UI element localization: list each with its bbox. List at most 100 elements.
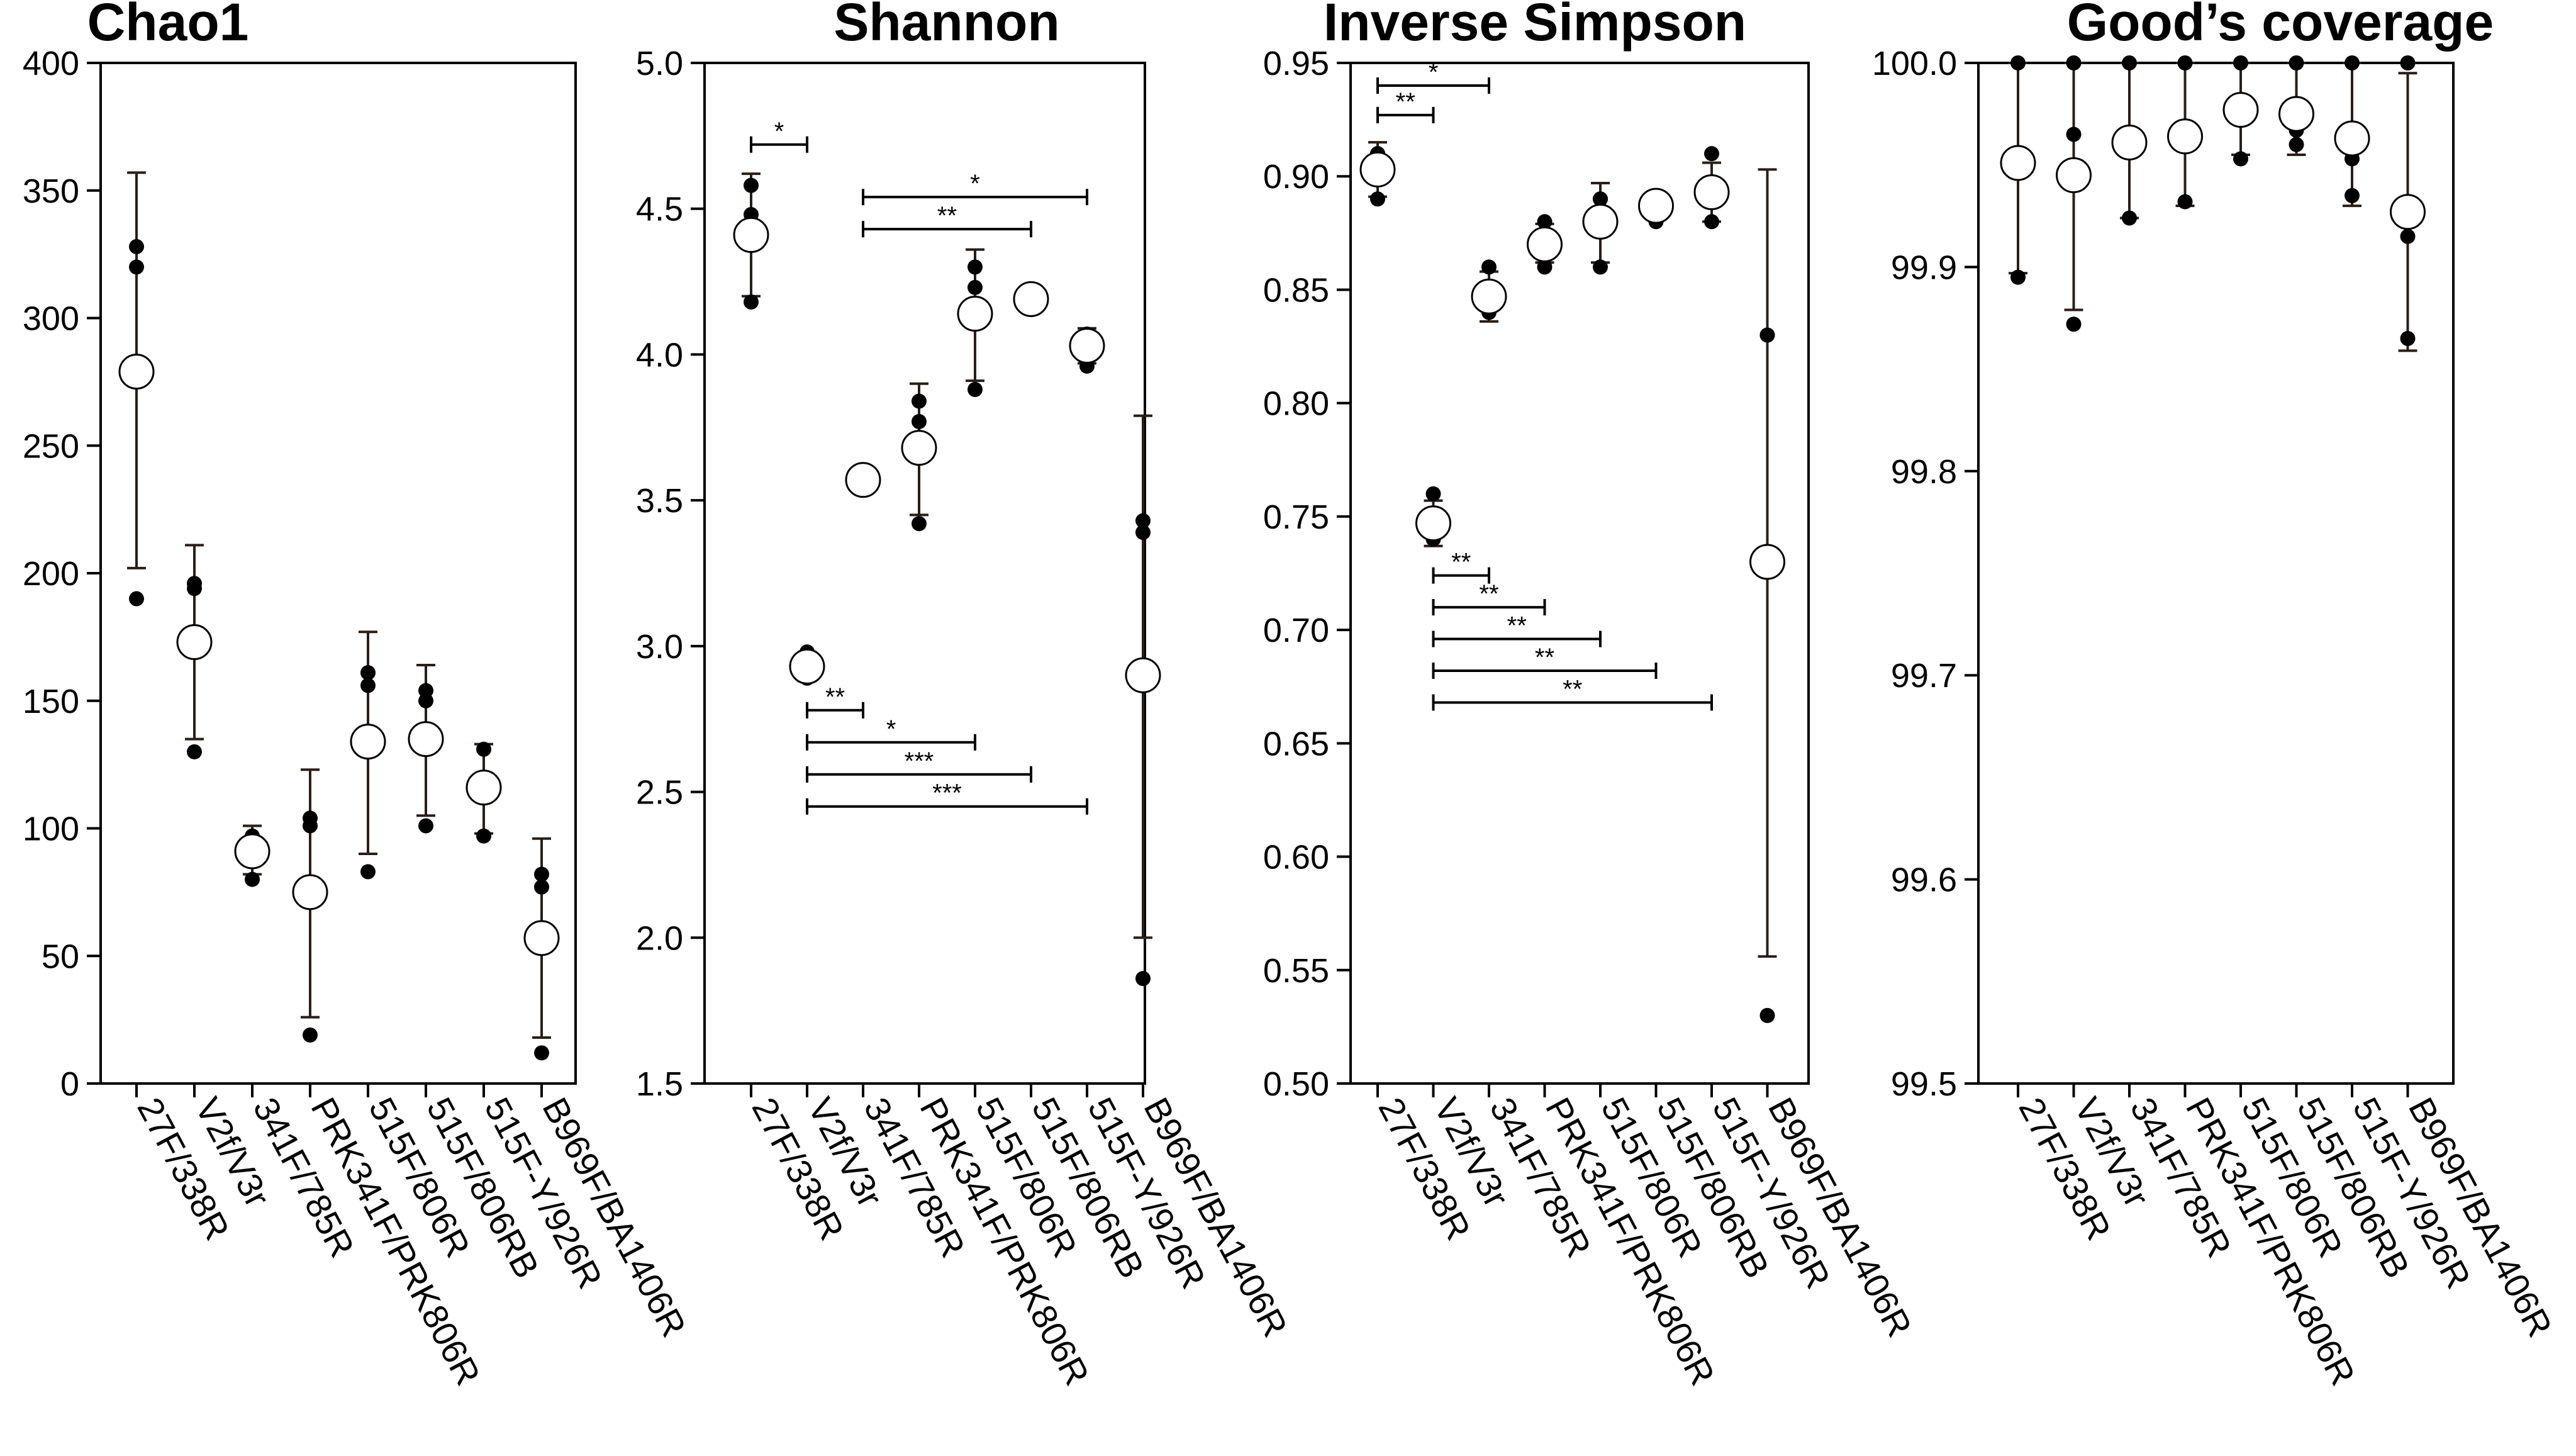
mean-marker	[2000, 145, 2036, 181]
significance-label: *	[970, 170, 980, 198]
data-point	[2400, 330, 2416, 346]
significance-label: **	[1563, 675, 1582, 703]
data-point	[1704, 214, 1719, 230]
plot-frame	[703, 62, 1146, 1085]
mean-marker	[1638, 188, 1674, 224]
y-tick-label: 4.5	[636, 191, 683, 228]
data-point	[1135, 971, 1151, 987]
y-tick-label: 400	[23, 45, 79, 82]
mean-marker	[1471, 278, 1507, 315]
panel-title: Good’s coverage	[2067, 0, 2494, 52]
y-tick-label: 100	[23, 810, 79, 848]
data-point	[1704, 146, 1719, 162]
data-point	[2400, 228, 2416, 244]
panel-title: Inverse Simpson	[1324, 0, 1746, 52]
data-point	[1759, 327, 1775, 343]
data-point	[744, 177, 759, 193]
plot-marks: 05010015020025030035040027F/338RV2f/V3r3…	[23, 45, 694, 1392]
significance-label: **	[1451, 549, 1471, 576]
data-point	[2066, 316, 2082, 332]
y-tick-label: 1.5	[636, 1065, 683, 1103]
data-point	[967, 279, 983, 295]
significance-label: **	[1396, 88, 1415, 116]
plot-marks: 1.52.02.53.03.54.04.55.027F/338RV2f/V3r3…	[636, 45, 1295, 1392]
y-tick-label: 5.0	[636, 45, 683, 82]
y-tick-label: 2.5	[636, 774, 683, 812]
y-tick-label: 0.90	[1263, 158, 1329, 196]
mean-marker	[523, 920, 560, 956]
y-tick-label: 0.55	[1263, 952, 1329, 990]
mean-marker	[176, 624, 213, 660]
y-tick-label: 3.5	[636, 482, 683, 520]
y-tick-label: 2.0	[636, 919, 683, 957]
significance-label: *	[886, 715, 896, 743]
significance-label: **	[825, 683, 845, 711]
mean-marker	[292, 874, 328, 910]
mean-marker	[789, 648, 825, 685]
data-point	[187, 744, 202, 759]
data-point	[187, 576, 202, 591]
data-point	[1135, 513, 1151, 529]
data-point	[1135, 525, 1151, 540]
data-point	[2345, 188, 2360, 203]
mean-marker	[2390, 194, 2426, 230]
panel-inverse-simpson: Inverse Simpson 0.50 0.55 0.60 0.65 0.70 0.75…	[1263, 0, 1920, 1392]
data-point	[534, 1045, 549, 1061]
mean-marker	[2334, 120, 2370, 157]
mean-marker	[2222, 92, 2259, 128]
mean-marker	[957, 296, 993, 332]
panel-chao1: Chao1 05010015020025030035040027F/338RV2…	[23, 0, 694, 1392]
significance-label: **	[1507, 612, 1527, 640]
y-tick-label: 99.8	[1891, 453, 1957, 491]
data-point	[129, 238, 144, 254]
panel-title: Chao1	[87, 0, 249, 52]
data-point	[245, 871, 260, 887]
significance-label: *	[774, 118, 784, 145]
plot-frame	[1977, 62, 2455, 1085]
significance-label: **	[1535, 644, 1554, 671]
y-tick-label: 350	[23, 172, 79, 210]
mean-marker	[1013, 281, 1049, 317]
data-point	[744, 294, 759, 310]
mean-marker	[733, 216, 769, 253]
data-point	[1593, 259, 1608, 275]
data-point	[2177, 55, 2193, 70]
data-point	[2233, 55, 2248, 70]
data-point	[2233, 151, 2248, 167]
panel-shannon: Shannon 1.52.02.53.03.54.04.55.027F/338R…	[636, 0, 1295, 1392]
mean-marker	[466, 770, 502, 806]
mean-marker	[2056, 157, 2092, 193]
significance-label: *	[1429, 59, 1439, 86]
y-tick-label: 0.80	[1263, 385, 1329, 423]
y-tick-label: 150	[23, 683, 79, 720]
y-tick-label: 0.70	[1263, 612, 1329, 649]
data-point	[912, 393, 927, 409]
mean-marker	[1693, 174, 1730, 210]
y-tick-label: 99.5	[1891, 1065, 1957, 1103]
data-point	[2010, 55, 2026, 70]
mean-marker	[1125, 657, 1161, 693]
y-tick-label: 250	[23, 427, 79, 465]
y-tick-label: 0.85	[1263, 271, 1329, 309]
y-tick-label: 99.7	[1891, 657, 1957, 695]
mean-marker	[234, 833, 270, 870]
data-point	[476, 828, 491, 844]
data-point	[1537, 214, 1553, 230]
panel-goods-coverage: Good’s coverage 99.5 99.6 99.7 99.8 99.9 100.…	[1872, 0, 2560, 1392]
data-point	[1425, 486, 1441, 501]
mean-marker	[408, 721, 444, 758]
data-point	[418, 818, 433, 834]
data-point	[2289, 55, 2304, 70]
y-tick-label: 0.50	[1263, 1065, 1329, 1103]
plot-frame	[1349, 62, 1810, 1085]
data-point	[912, 516, 927, 532]
panel-title: Shannon	[834, 0, 1059, 52]
mean-marker	[350, 724, 386, 760]
y-tick-label: 0.75	[1263, 498, 1329, 536]
data-point	[2122, 210, 2137, 226]
mean-marker	[1415, 505, 1451, 542]
mean-marker	[1069, 328, 1105, 364]
y-tick-label: 0	[60, 1065, 79, 1103]
data-point	[2289, 137, 2304, 152]
